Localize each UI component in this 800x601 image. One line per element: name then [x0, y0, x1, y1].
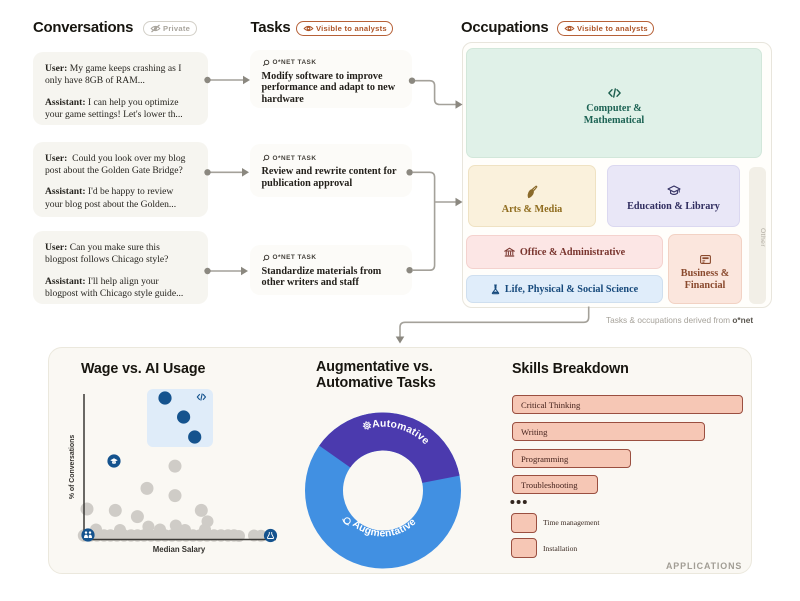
- svg-text:Median Salary: Median Salary: [153, 545, 206, 554]
- svg-text:% of Conversations: % of Conversations: [69, 435, 76, 499]
